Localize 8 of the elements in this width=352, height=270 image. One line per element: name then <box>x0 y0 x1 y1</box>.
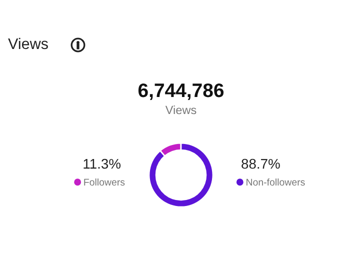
legend-label: Non-followers <box>246 178 305 186</box>
donut-slice <box>148 142 214 208</box>
legend-label: Followers <box>84 178 125 186</box>
text: Views <box>165 106 196 114</box>
data-label: 11.3% <box>84 158 121 169</box>
data-label: 88.7% <box>242 158 280 169</box>
text: 6,744,786 <box>138 83 224 100</box>
chart-title: Views <box>8 38 48 50</box>
